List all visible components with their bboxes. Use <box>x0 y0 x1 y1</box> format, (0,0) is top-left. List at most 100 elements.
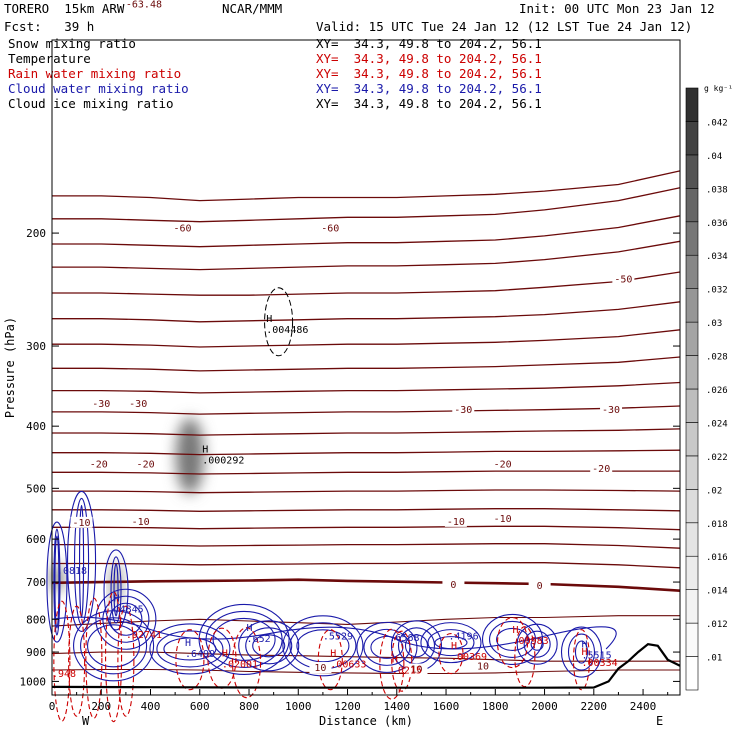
extremum-label: H <box>581 647 587 658</box>
rain-contour <box>438 633 464 675</box>
isotherm-label-bg <box>129 515 152 527</box>
x-tick-label: 1000 <box>285 700 312 713</box>
snow-shading <box>175 417 204 494</box>
extremum-label: -63.48 <box>126 0 162 11</box>
isotherm-line <box>52 428 681 436</box>
cloud-water-contour <box>404 634 429 658</box>
isotherm-zero-line <box>51 578 681 592</box>
x-tick-label: 1800 <box>482 700 509 713</box>
colorbar-tick-label: .018 <box>706 520 728 530</box>
isotherm-line <box>52 301 681 323</box>
y-axis-label: Pressure (hPa) <box>3 317 17 418</box>
extremum-label: .0215 <box>392 666 422 677</box>
isotherm-label-bg <box>491 512 514 524</box>
colorbar-tick-label: .028 <box>706 353 728 363</box>
isotherm-label-bg <box>87 458 110 470</box>
x-tick-label: 400 <box>141 700 161 713</box>
x-tick-label: 2400 <box>630 700 657 713</box>
cloud-water-contour <box>245 627 293 665</box>
cloud-water-contour <box>198 603 290 675</box>
rain-contour <box>317 629 343 691</box>
rain-contour <box>117 605 135 717</box>
cloud-water-contour <box>560 626 603 678</box>
isotherm-line <box>52 215 681 248</box>
extremum-label: .00334 <box>581 658 617 669</box>
cloud-water-contour <box>156 630 224 668</box>
cloud-water-contour <box>252 634 286 658</box>
cloud-water-contour <box>95 588 157 650</box>
cloud-water-contour <box>363 628 411 666</box>
extremum-label: .948 <box>52 669 76 680</box>
field-cloudwater-xy: XY= 34.3, 49.8 to 204.2, 56.1 <box>316 81 542 96</box>
x-tick-label: 0 <box>49 700 56 713</box>
isotherm-label: -30 <box>602 405 620 416</box>
isotherm-line <box>52 470 680 475</box>
colorbar-tick-label: .038 <box>706 185 728 195</box>
cloud-water-contour <box>567 633 596 671</box>
isotherm-label-bg <box>612 273 635 285</box>
extremum-label: H <box>247 623 253 634</box>
isotherm-line <box>52 449 681 456</box>
y-tick-label: 400 <box>26 420 46 433</box>
cloud-water-contour <box>73 610 155 682</box>
isotherm-line <box>52 240 681 271</box>
y-tick-label: 700 <box>26 576 46 589</box>
plot-frame <box>51 39 681 696</box>
isotherm-label-bg <box>528 579 551 591</box>
rain-contour <box>85 597 103 719</box>
extremum-label: .4845 <box>114 604 144 615</box>
rain-contour <box>105 591 123 723</box>
isotherm-label: -30 <box>129 399 147 410</box>
extremum-label: .0818 <box>57 566 87 577</box>
extremum-label: .6499 <box>185 649 215 660</box>
cloud-water-contour <box>356 621 418 673</box>
field-cloudwater-label: Cloud water mixing ratio <box>8 81 189 96</box>
cloud-water-contour <box>516 623 558 665</box>
extremum-label: H <box>202 445 208 456</box>
isotherm-label-bg <box>127 397 150 409</box>
extremum-label: H <box>114 593 120 604</box>
colorbar-swatch <box>685 321 699 356</box>
colorbar-swatch <box>685 522 699 557</box>
colorbar-tick-label: .02 <box>706 486 722 496</box>
isotherm-line <box>52 329 681 348</box>
y-tick-label: 600 <box>26 533 46 546</box>
x-axis-label: Distance (km) <box>319 714 413 728</box>
isotherm-label: -10 <box>447 517 465 528</box>
colorbar-swatch <box>685 422 699 457</box>
colorbar-swatch <box>685 555 699 590</box>
isotherm-line <box>52 170 681 202</box>
cloud-water-contour <box>238 620 300 672</box>
cloud-water-contour <box>296 629 350 663</box>
cloud-water-contour <box>574 640 589 664</box>
isotherm-label-bg <box>134 458 157 470</box>
colorbar-tick-label: .032 <box>706 286 728 296</box>
extremum-label: .00633 <box>330 660 366 671</box>
colorbar-tick-label: .042 <box>706 118 728 128</box>
valid-time: Valid: 15 UTC Tue 24 Jan 12 (12 LST Tue … <box>316 19 693 34</box>
x-tick-label: 1200 <box>334 700 361 713</box>
isotherm-label-bg <box>70 516 93 528</box>
colorbar-swatch <box>685 355 699 390</box>
cloud-water-contour <box>87 624 141 668</box>
isotherm-line <box>52 543 681 549</box>
isotherm-label: -30 <box>454 405 472 416</box>
cloud-water-contour <box>149 623 231 675</box>
colorbar-swatch <box>685 188 699 223</box>
isotherm-label-bg <box>309 662 332 674</box>
extremum-label: H <box>185 638 191 649</box>
isotherm-label-bg <box>405 663 428 675</box>
isotherm-label: -30 <box>92 399 110 410</box>
isotherm-line <box>52 508 681 512</box>
isotherm-label: -20 <box>90 459 108 470</box>
field-rain-label: Rain water mixing ratio <box>8 66 182 81</box>
isotherm-line <box>51 668 680 675</box>
extremum-label: .5515 <box>581 650 611 661</box>
extremum-label: H <box>581 639 587 650</box>
cloud-water-contour <box>282 615 364 677</box>
extremum-label: H <box>330 649 336 660</box>
y-tick-label: 200 <box>26 227 46 240</box>
x-tick-label: 800 <box>239 700 259 713</box>
colorbar-swatch <box>685 656 699 691</box>
